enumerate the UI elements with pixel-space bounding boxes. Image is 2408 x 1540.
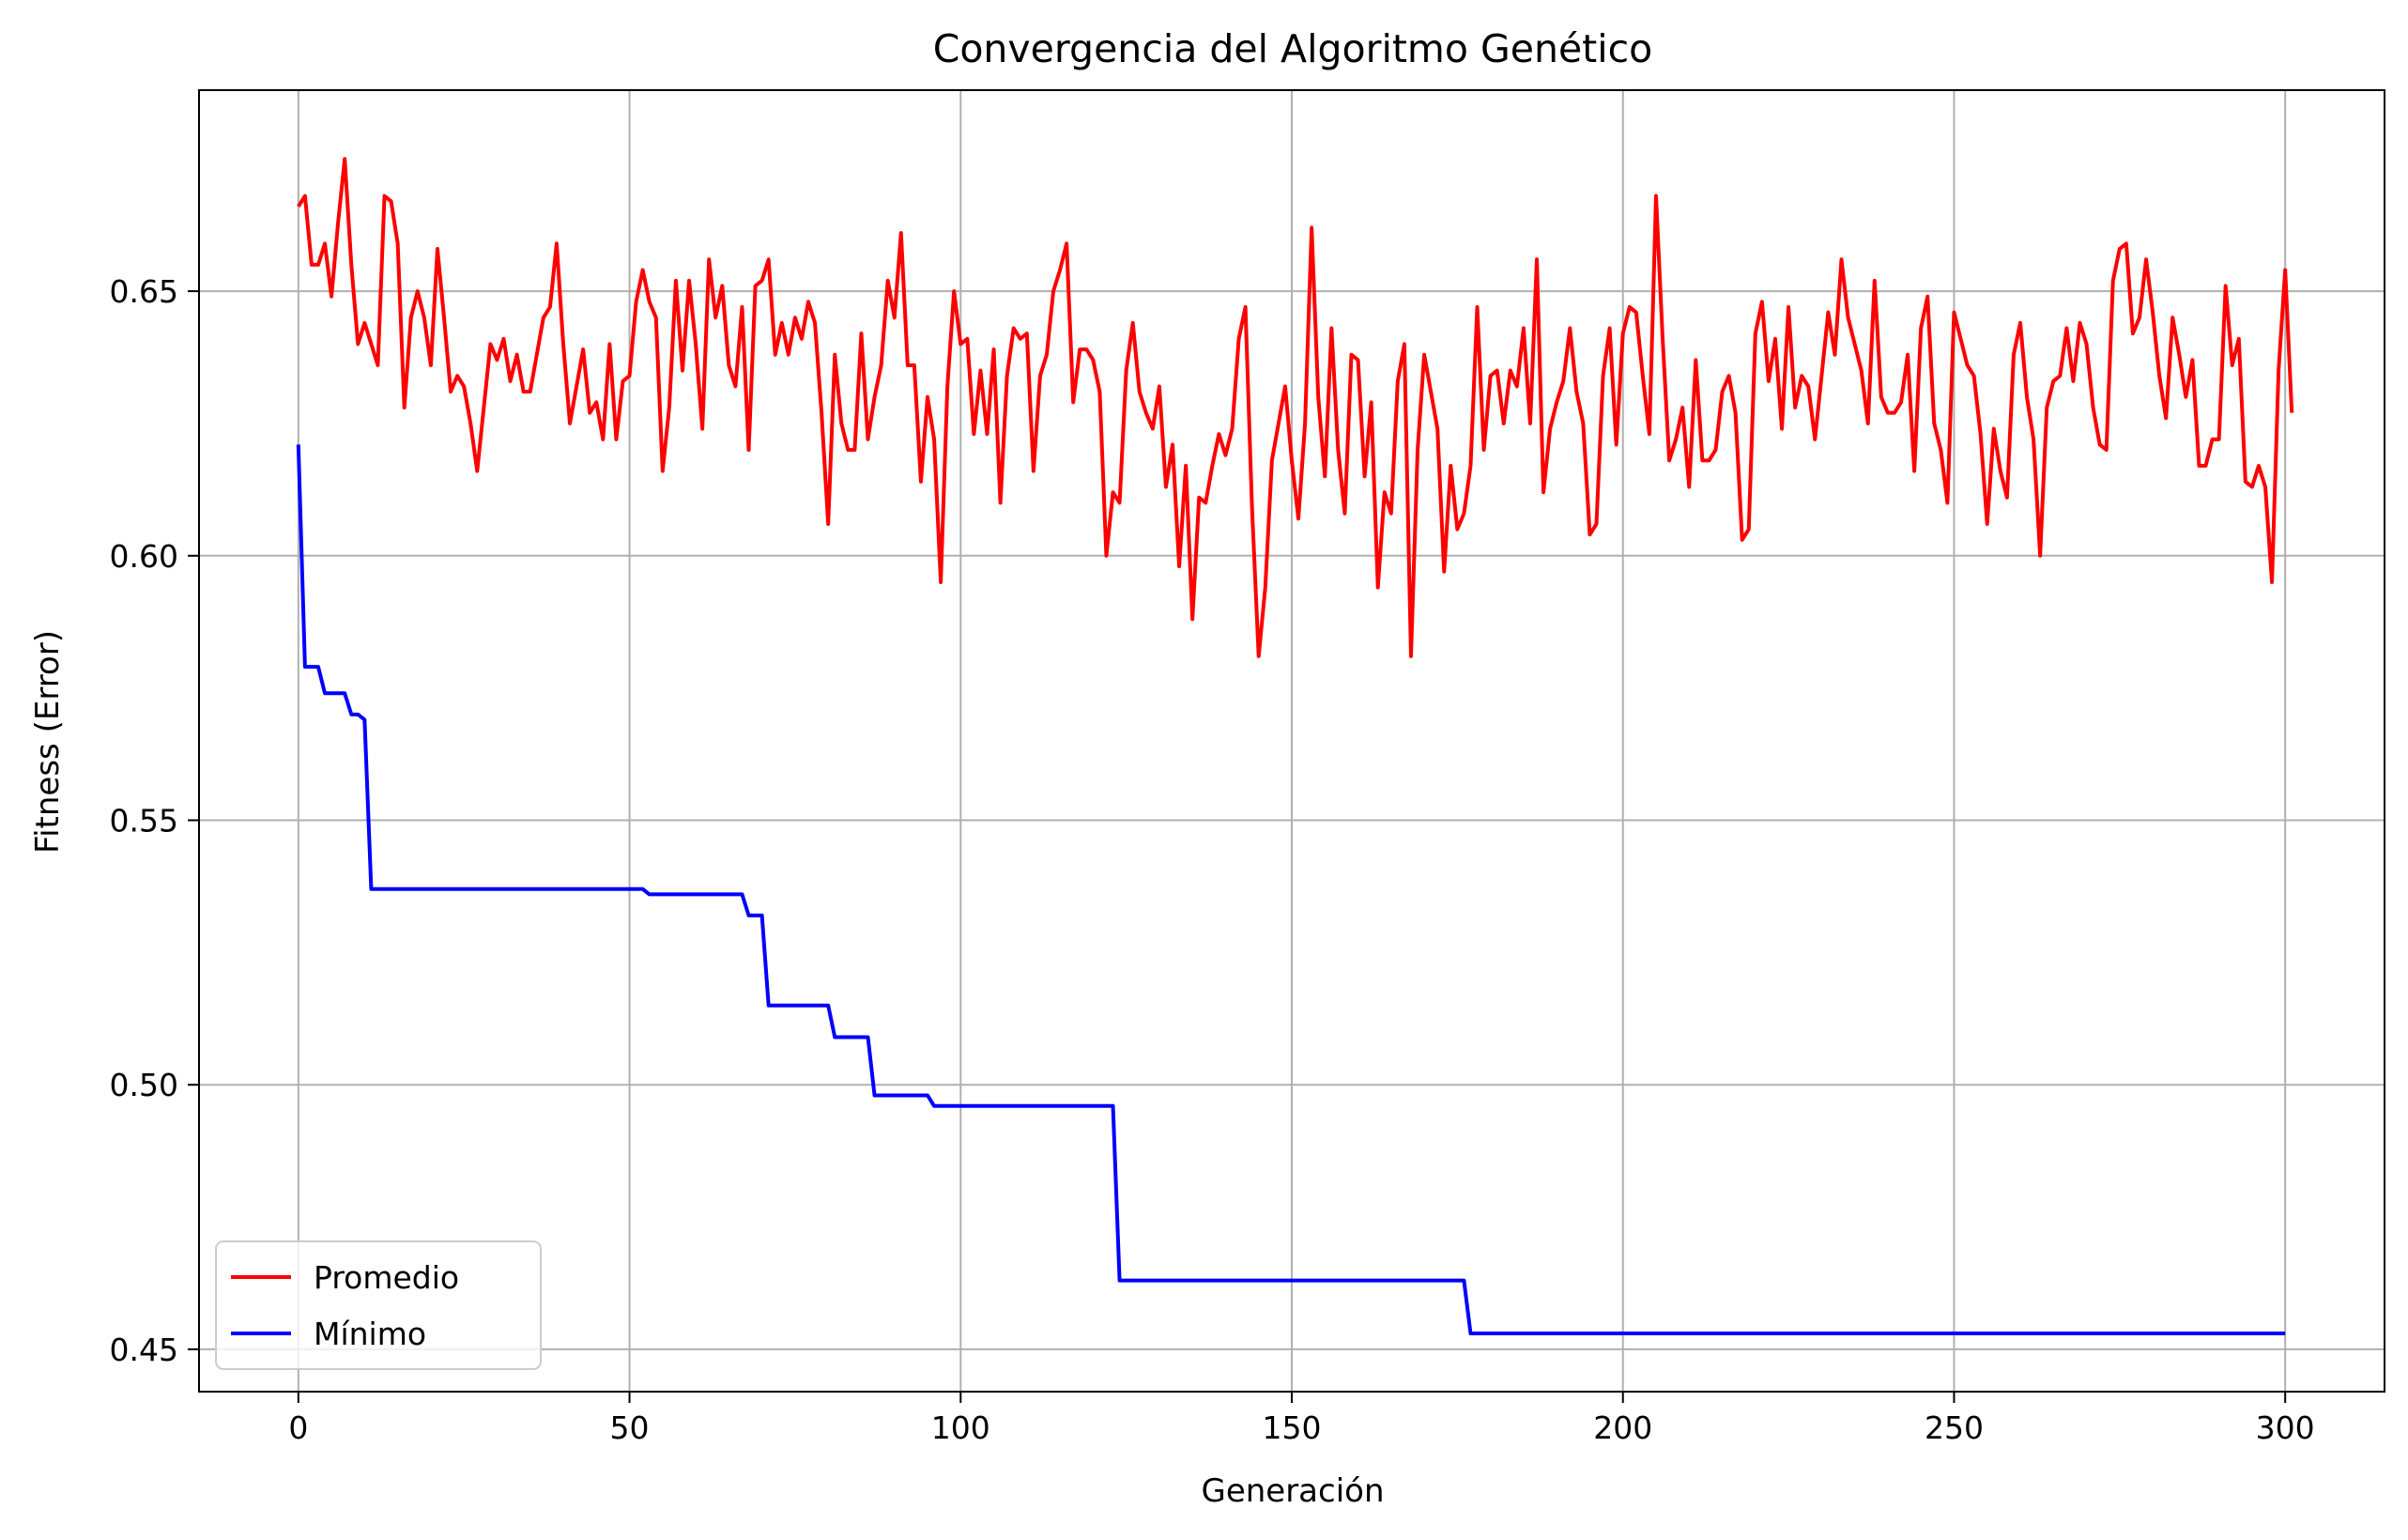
x-axis-label: Generación xyxy=(1201,1472,1384,1510)
x-tick-label: 250 xyxy=(1925,1409,1984,1446)
x-tick-label: 200 xyxy=(1593,1409,1652,1446)
legend-box xyxy=(215,1240,542,1370)
series-line-0 xyxy=(297,157,2294,658)
y-tick-label: 0.45 xyxy=(110,1332,178,1368)
legend-label: Promedio xyxy=(314,1259,459,1296)
x-tick-label: 0 xyxy=(288,1409,308,1446)
axis-ticks: 0 50 100 150 200 250 300 0.45 0.50 0.55 0.60 0.65 xyxy=(110,273,2315,1446)
x-tick-label: 300 xyxy=(2256,1409,2315,1446)
x-tick-label: 50 xyxy=(610,1409,650,1446)
grid-lines xyxy=(199,90,2385,1392)
y-tick-label: 0.55 xyxy=(110,803,178,839)
series-line-1 xyxy=(296,444,2286,1336)
x-tick-label: 150 xyxy=(1263,1409,1322,1446)
y-tick-label: 0.50 xyxy=(110,1067,178,1103)
series-lines xyxy=(296,157,2294,1336)
y-tick-label: 0.60 xyxy=(110,538,178,575)
legend: Promedio Mínimo xyxy=(215,1240,542,1370)
y-axis-label: Fitness (Error) xyxy=(29,630,67,854)
x-tick-label: 100 xyxy=(931,1409,990,1446)
y-tick-label: 0.65 xyxy=(110,273,178,310)
chart-title: Convergencia del Algoritmo Genético xyxy=(933,26,1653,71)
legend-label: Mínimo xyxy=(314,1316,426,1352)
